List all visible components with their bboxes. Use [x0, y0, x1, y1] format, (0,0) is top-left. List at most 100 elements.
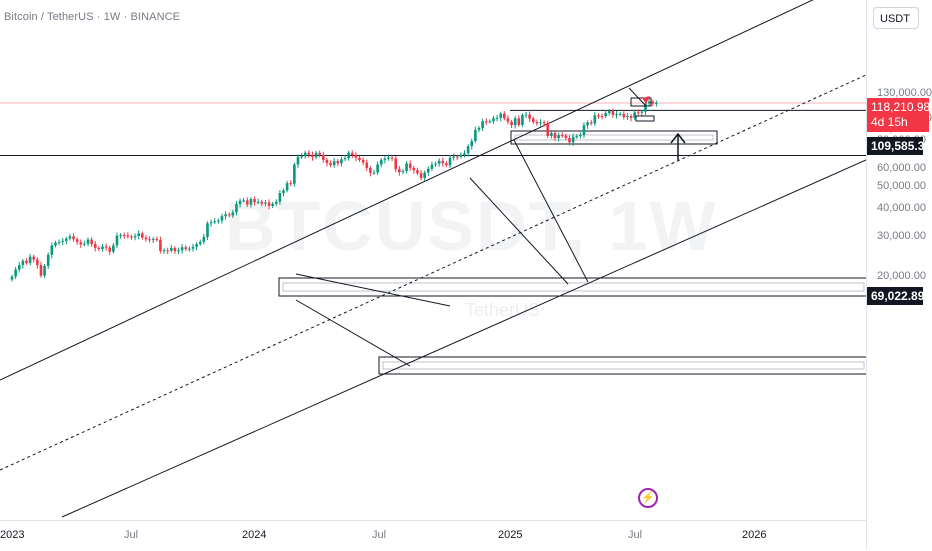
- candle-body: [322, 154, 325, 160]
- resistance-zone-inner: [514, 134, 714, 141]
- candle-body: [611, 111, 615, 115]
- candle-body: [119, 235, 122, 237]
- candle-body: [271, 203, 274, 206]
- candle-body: [597, 115, 600, 117]
- candle-body: [416, 170, 419, 174]
- time-scale[interactable]: [0, 520, 866, 551]
- candle-body: [354, 155, 358, 158]
- candle-body: [350, 152, 354, 156]
- candle-body: [419, 173, 423, 179]
- candle-body: [278, 193, 282, 202]
- candle-body: [329, 163, 332, 166]
- candle-body: [358, 157, 361, 160]
- candle-body: [401, 171, 405, 173]
- candle-body: [488, 121, 492, 123]
- time-tick-label: 2026: [742, 529, 767, 541]
- currency-selector[interactable]: USDT: [873, 7, 919, 29]
- candle-body: [466, 146, 470, 154]
- candle-body: [307, 152, 311, 155]
- candle-body: [300, 156, 303, 158]
- candle-body: [369, 167, 372, 173]
- candle-body: [285, 183, 289, 191]
- candle-body: [499, 113, 502, 118]
- candle-body: [506, 118, 510, 122]
- candle-body: [445, 163, 448, 166]
- candle-body: [647, 101, 651, 104]
- candle-body: [242, 200, 245, 202]
- candle-body: [115, 235, 119, 246]
- candle-body: [644, 103, 647, 112]
- support-zone-upper-inner: [282, 282, 865, 292]
- candle-body: [169, 247, 173, 251]
- candle-body: [531, 118, 535, 122]
- candle-body: [568, 137, 571, 143]
- candle-body: [206, 223, 209, 237]
- candle-body: [651, 101, 655, 104]
- candle-body: [481, 121, 484, 128]
- candle-body: [604, 113, 607, 117]
- candle-body: [452, 156, 455, 158]
- candle-body: [477, 127, 481, 130]
- candle-body: [372, 172, 376, 174]
- candle-body: [608, 111, 611, 114]
- candle-body: [86, 239, 90, 244]
- price-tick-label: 20,000.00: [877, 269, 926, 282]
- wedge-upper-line: [295, 273, 451, 307]
- level-high-tag: 109,585.31: [867, 137, 931, 155]
- candle-body: [293, 164, 296, 184]
- candle-body: [246, 200, 249, 205]
- chart-area[interactable]: BTCUSDT, 1W TetherUS Bitcoin / TetherUS …: [0, 0, 866, 520]
- support-zone-lower: [378, 356, 866, 375]
- candle-body: [173, 247, 177, 252]
- candle-body: [517, 118, 521, 125]
- candle-body: [430, 164, 434, 169]
- candle-body: [238, 200, 242, 205]
- candle-body: [387, 157, 390, 159]
- support-zone-lower-inner: [382, 361, 865, 370]
- candle-body: [274, 201, 278, 204]
- candle-body: [550, 133, 553, 136]
- price-scale[interactable]: [866, 0, 932, 550]
- candle-body: [434, 163, 437, 165]
- candle-body: [188, 248, 191, 250]
- candle-body: [43, 265, 46, 276]
- candle-body: [325, 159, 329, 164]
- candle-body: [235, 204, 238, 213]
- up-arrow-icon: [670, 132, 686, 144]
- candle-body: [615, 114, 618, 116]
- candle-body: [586, 122, 589, 126]
- price-chart[interactable]: [0, 0, 866, 520]
- candle-body: [264, 202, 267, 204]
- candle-body: [104, 246, 108, 248]
- lightning-icon[interactable]: ⚡: [638, 488, 658, 508]
- candle-body: [484, 121, 488, 123]
- candle-body: [249, 199, 253, 205]
- candle-body: [137, 233, 140, 236]
- channel-upper-line: [0, 0, 814, 381]
- candle-body: [398, 169, 401, 173]
- candle-body: [575, 136, 579, 138]
- candle-body: [636, 112, 640, 114]
- time-tick-label: Jul: [628, 529, 643, 541]
- level-low-tag: 69,022.89: [867, 287, 924, 305]
- candle-body: [629, 116, 633, 118]
- candle-body: [633, 112, 636, 118]
- candle-body: [260, 201, 264, 204]
- candle-body: [535, 121, 539, 124]
- candle-body: [112, 245, 115, 252]
- candle-body: [311, 154, 314, 158]
- candle-body: [390, 157, 394, 159]
- price-tick-label: 50,000.00: [877, 180, 926, 193]
- candle-body: [141, 233, 144, 238]
- candle-body: [289, 183, 293, 185]
- flag-upper-line: [513, 139, 589, 283]
- channel-middle-line: [0, 74, 866, 471]
- bar-countdown: 4d 15h: [871, 115, 908, 129]
- candle-body: [267, 202, 271, 206]
- candle-body: [394, 158, 398, 170]
- candle-body: [130, 236, 133, 238]
- candle-body: [97, 247, 101, 250]
- candle-body: [495, 117, 499, 119]
- candle-body: [513, 118, 517, 126]
- current-price-label: 118,210.98: [871, 100, 931, 114]
